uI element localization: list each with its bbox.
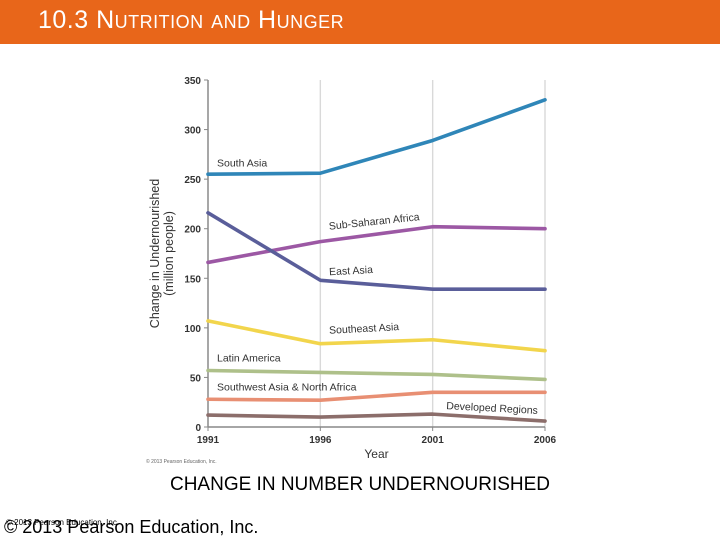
series-line-latin-america: [206, 368, 547, 382]
series-label-southeast-asia: Southeast Asia: [329, 321, 400, 337]
y-tick-label-300: 300: [184, 126, 201, 137]
y-tick-label-100: 100: [184, 324, 201, 335]
y-tick-label-250: 250: [184, 175, 201, 186]
series-label-latin-america: Latin America: [217, 353, 281, 365]
x-tick-label-2001: 2001: [422, 435, 445, 446]
y-axis-label-line-0: Change in Undernourished: [148, 179, 162, 328]
y-axis-label-line-1: (million people): [162, 211, 176, 296]
series-label-southwest-asia-north-africa: Southwest Asia & North Africa: [217, 381, 357, 393]
x-axis-label: Year: [364, 447, 388, 460]
series-line-developed-regions: [206, 412, 547, 423]
chart-caption-text: CHANGE IN NUMBER UNDERNOURISHED: [169, 474, 551, 495]
header-bar: [0, 0, 720, 44]
y-tick-label-0: 0: [195, 423, 201, 434]
series-line-south-asia: [206, 98, 547, 176]
y-tick-label-150: 150: [184, 274, 201, 285]
chart-credit: © 2013 Pearson Education, Inc.: [146, 459, 217, 465]
slide-title: 10.3 Nutrition and Hunger: [38, 6, 345, 34]
x-tick-label-1996: 1996: [309, 435, 332, 446]
undernourished-line-chart: 0 50 100 150 200 250 300 350 1991 1996 2001 2006 Yea…: [148, 76, 557, 460]
series-line-southwest-asia-north-africa: [206, 390, 547, 403]
y-tick-label-350: 350: [184, 76, 201, 87]
series-line-sub-saharan-africa: [206, 224, 547, 265]
chart-caption: CHANGE IN NUMBER UNDERNOURISHED: [0, 474, 720, 496]
footer-copyright-small: © 2013 Pearson Education, Inc.: [6, 518, 120, 527]
y-tick-label-200: 200: [184, 225, 201, 236]
series-label-east-asia: East Asia: [329, 264, 374, 278]
series-label-south-asia: South Asia: [217, 157, 267, 169]
x-tick-label-2006: 2006: [534, 435, 557, 446]
y-axis-label: Change in Undernourished(million people): [148, 179, 176, 328]
series-label-developed-regions: Developed Regions: [446, 400, 538, 417]
footer-copyright: © 2013 Pearson Education, Inc.: [4, 517, 259, 537]
x-tick-label-1991: 1991: [197, 435, 220, 446]
series-line-southeast-asia: [206, 319, 547, 353]
series-line-east-asia: [206, 211, 547, 291]
y-tick-label-50: 50: [190, 373, 202, 384]
